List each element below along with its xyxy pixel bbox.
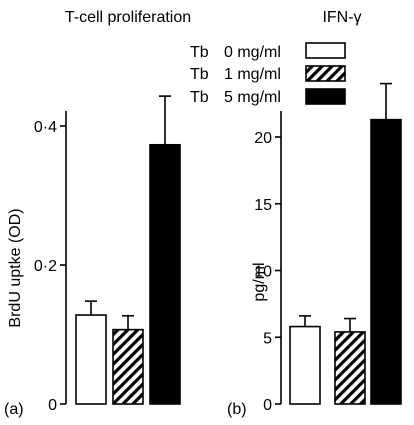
chart-title: IFN-γ	[322, 9, 361, 26]
y-tick-label: 0	[263, 397, 272, 414]
legend-item: Tb 1 mg/ml	[190, 65, 346, 83]
y-tick-label: 0·4	[34, 119, 57, 136]
legend-swatch	[305, 65, 346, 82]
legend-label: 5 mg/ml	[224, 89, 281, 106]
legend-item: Tb 0 mg/ml	[190, 42, 346, 61]
panel-a: T-cell proliferation BrdU uptke (OD) (a)…	[4, 9, 191, 418]
panel-label: (b)	[227, 401, 247, 418]
y-axis-label: pg/ml	[251, 262, 268, 301]
y-tick-label: 10	[254, 264, 272, 281]
legend-prefix: Tb	[190, 44, 209, 61]
bars	[75, 95, 181, 405]
legend-swatch	[305, 88, 346, 105]
bar	[149, 143, 181, 405]
bar	[334, 331, 366, 405]
bar	[289, 325, 321, 405]
panel-label: (a)	[4, 401, 24, 418]
legend-swatch	[305, 42, 346, 59]
y-axis-label: BrdU uptke (OD)	[7, 208, 24, 327]
legend-label: 0 mg/ml	[224, 44, 281, 61]
y-tick-label: 20	[254, 130, 272, 147]
y-tick-label: 0·2	[34, 258, 57, 275]
bars	[289, 82, 402, 405]
legend: Tb 0 mg/ml Tb 1 mg/ml Tb 5 mg/ml	[190, 42, 346, 106]
legend-prefix: Tb	[190, 89, 209, 106]
y-ticks: 0 0·2 0·4	[34, 119, 66, 414]
chart-title: T-cell proliferation	[65, 9, 191, 26]
legend-prefix: Tb	[190, 66, 209, 83]
bar	[370, 118, 402, 405]
y-tick-label: 0	[48, 397, 57, 414]
y-tick-label: 5	[263, 330, 272, 347]
legend-label: 1 mg/ml	[224, 66, 281, 83]
bar	[75, 314, 107, 405]
legend-item: Tb 5 mg/ml	[190, 88, 346, 106]
y-tick-label: 15	[254, 197, 272, 214]
bar	[112, 328, 144, 405]
panel-b: IFN-γ pg/ml (b) 0 5 10 15 20	[227, 9, 402, 418]
y-ticks: 0 5 10 15 20	[254, 130, 281, 414]
